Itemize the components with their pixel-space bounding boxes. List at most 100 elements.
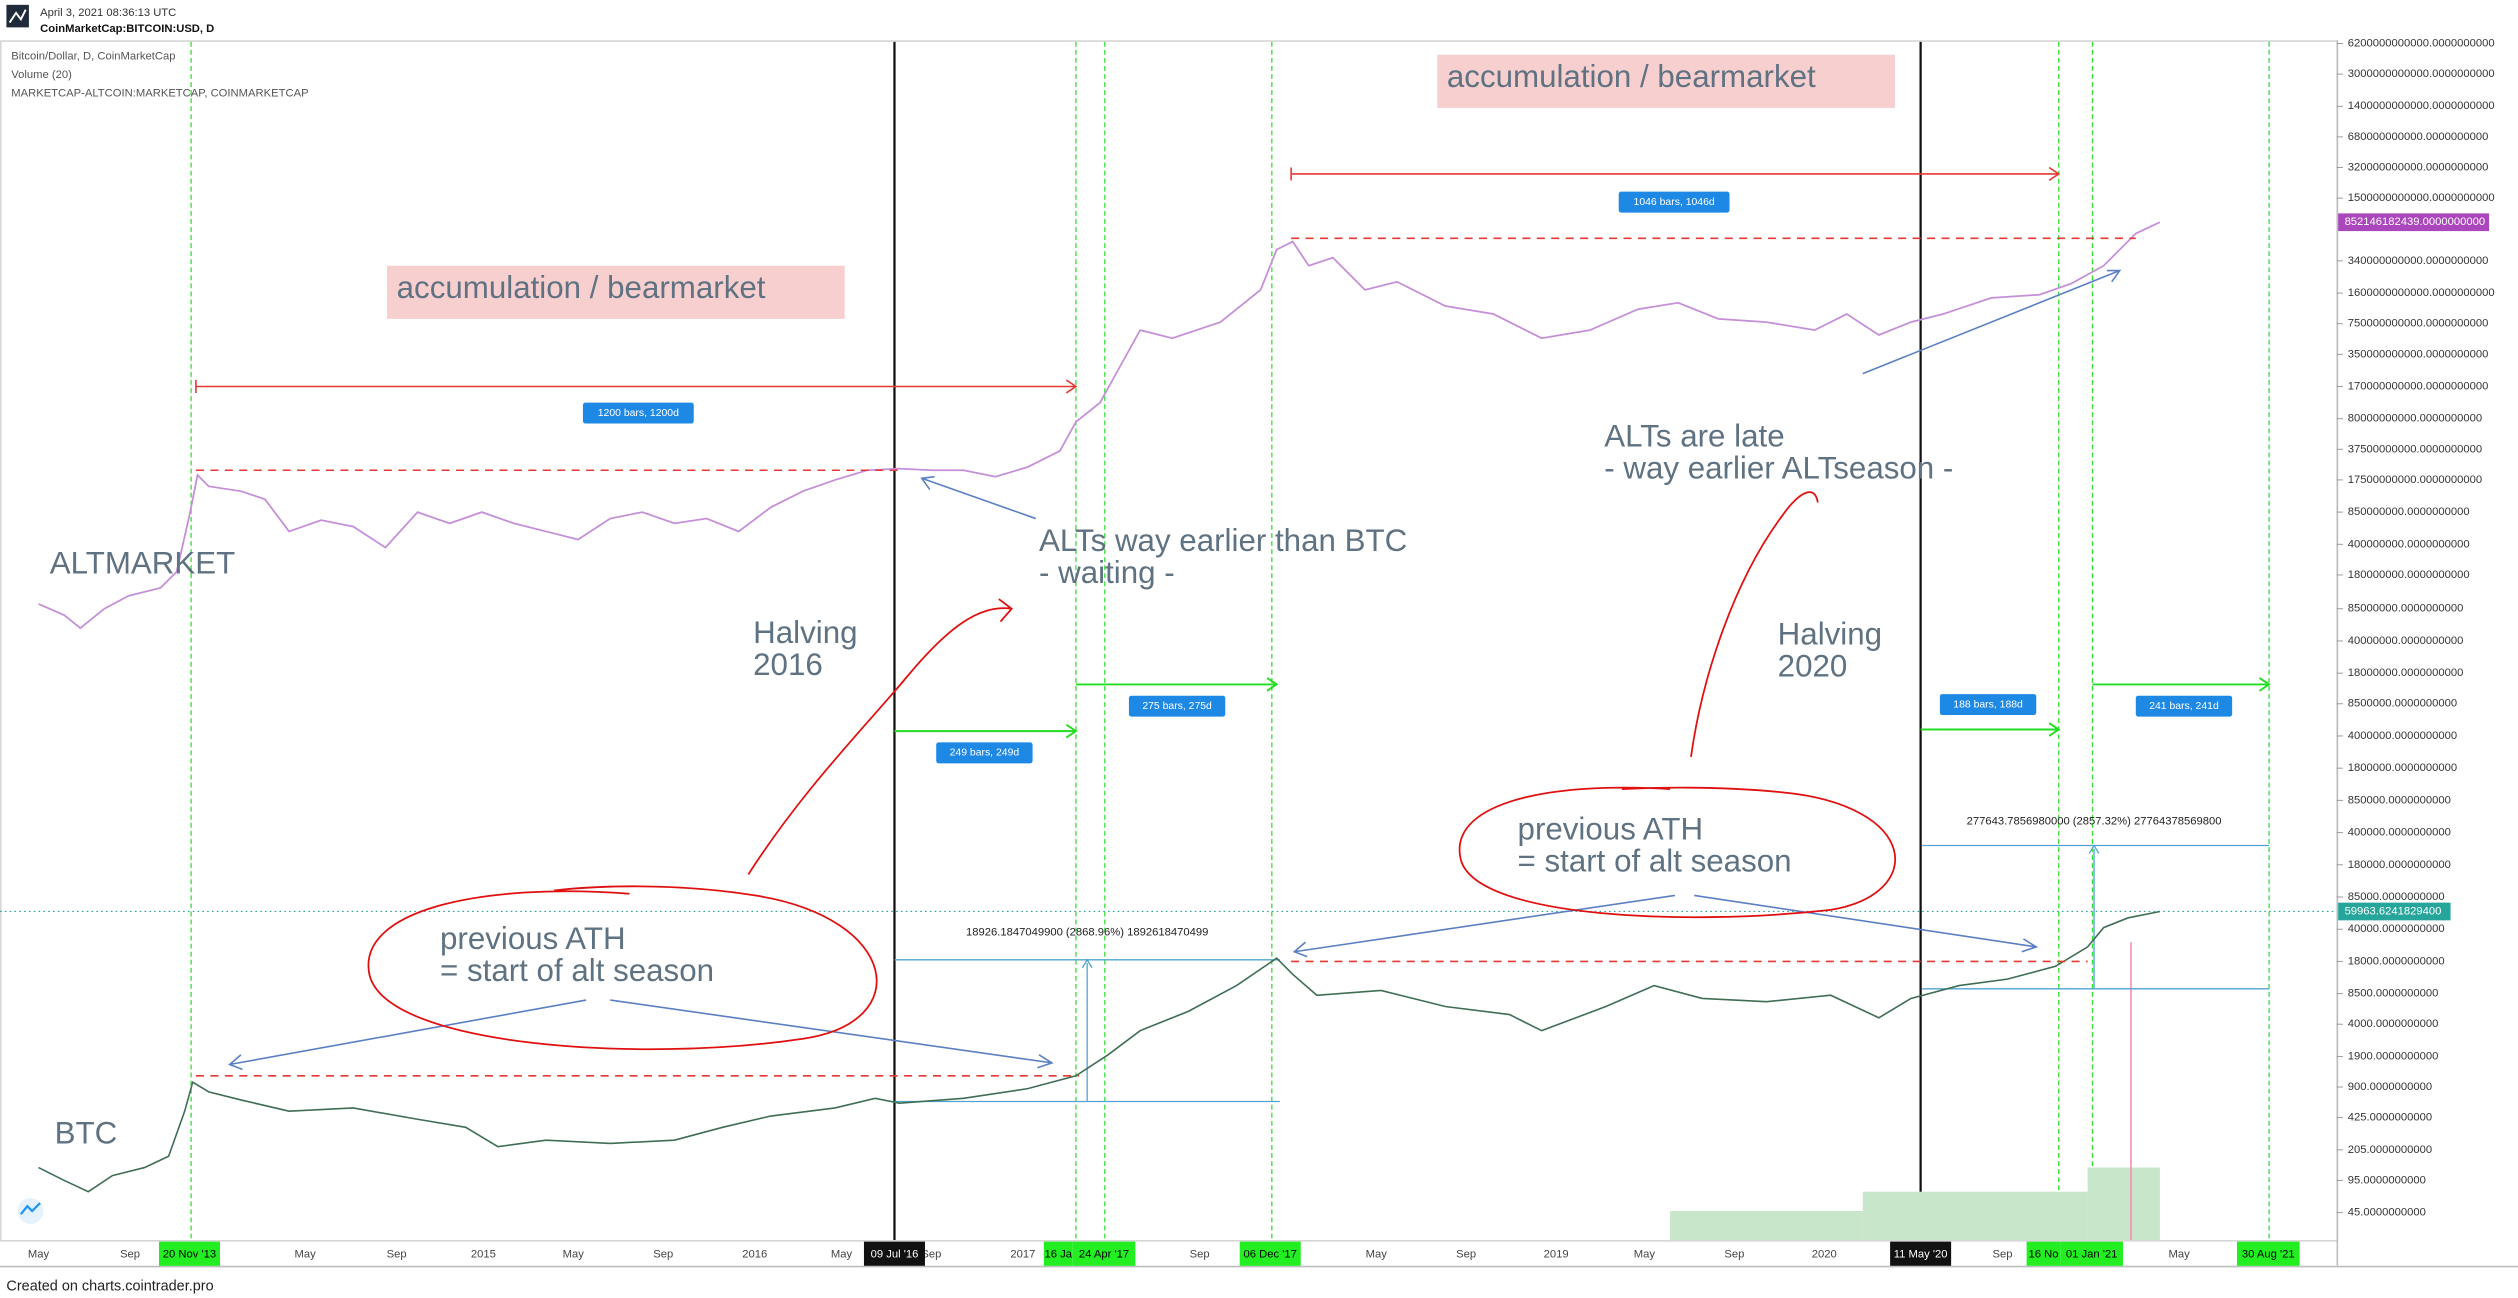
range-badge [2135, 695, 2233, 717]
time-axis-label: May [2169, 1248, 2191, 1260]
range-arrow [2092, 677, 2271, 692]
price-axis-label: 1600000000000.0000000000 [2348, 287, 2495, 299]
price-axis-label: 850000000.0000000000 [2348, 506, 2470, 518]
date-badge [2026, 1241, 2061, 1266]
logo-mark [8, 9, 27, 24]
annotation: previous ATH [1518, 811, 1704, 846]
date-badge [1043, 1241, 1073, 1266]
time-axis-label: 2017 [1010, 1248, 1035, 1260]
date-badge [158, 1241, 221, 1266]
time-axis-label: May [563, 1248, 585, 1260]
date-badge-label: 16 No [2028, 1248, 2058, 1260]
annotation: Halving [753, 615, 857, 650]
pointer-arrow [228, 999, 587, 1071]
price-axis-label: 180000000.0000000000 [2348, 569, 2470, 581]
btc-line [38, 910, 2161, 1193]
range-badge [1128, 695, 1226, 717]
footer: Created on charts.cointrader.pro [6, 1279, 213, 1295]
price-axis-label: 850000.0000000000 [2348, 794, 2451, 806]
price-axis-label: 17500000000.0000000000 [2348, 474, 2482, 486]
time-axis-label: Sep [1724, 1248, 1744, 1260]
header-symbol: CoinMarketCap:BITCOIN:USD, D [40, 23, 214, 35]
range-badge [1939, 694, 2037, 716]
price-axis-label: 1800000.0000000000 [2348, 762, 2457, 774]
date-badge-label: 01 Jan '21 [2066, 1248, 2118, 1260]
date-badge-label: 30 Aug '21 [2242, 1248, 2295, 1260]
date-badge-label: 24 Apr '17 [1079, 1248, 1129, 1260]
measure-arrow [2088, 844, 2100, 854]
annotation: accumulation / bearmarket [397, 270, 766, 305]
annotation: BTC [55, 1116, 118, 1151]
time-axis-label: Sep [653, 1248, 673, 1260]
range-badge [582, 402, 694, 424]
pointer-arrow [1862, 269, 2122, 375]
time-axis-label: Sep [1456, 1248, 1476, 1260]
date-badge-label: 11 May '20 [1894, 1248, 1948, 1260]
time-axis-label: 2020 [1812, 1248, 1837, 1260]
price-axis-label: 400000.0000000000 [2348, 827, 2451, 839]
range-badge-label: 188 bars, 188d [1953, 699, 2023, 710]
price-marker-box [2338, 902, 2451, 921]
annotation: = start of alt season [440, 953, 714, 988]
pointer-arrows [228, 269, 2122, 1071]
date-badge [863, 1241, 925, 1266]
price-axis-label: 4000000.0000000000 [2348, 730, 2457, 742]
price-axis-label: 85000.0000000000 [2348, 891, 2445, 903]
pointer-arrow [920, 475, 1037, 520]
time-axis-label: 2016 [742, 1248, 767, 1260]
range-badge [1618, 191, 1730, 213]
range-arrow [1075, 677, 1279, 692]
date-badge [1890, 1241, 1952, 1266]
price-axis-label: 3000000000000.0000000000 [2348, 68, 2495, 80]
freehand-arrow [1690, 491, 1819, 758]
annotation: 2020 [1778, 649, 1848, 684]
price-axis-label: 40000.0000000000 [2348, 923, 2445, 935]
annotation: previous ATH [440, 921, 626, 956]
price-axis-label: 80000000000.0000000000 [2348, 413, 2482, 425]
price-axis-label: 95.0000000000 [2348, 1174, 2426, 1186]
date-badge [1239, 1241, 1301, 1266]
annotation: 2016 [753, 647, 823, 682]
range-arrow [894, 723, 1078, 739]
dynamic-layer: Bitcoin/Dollar, D, CoinMarketCap Volume (… [6, 37, 2494, 1294]
ath-lines [195, 237, 2136, 1077]
price-axis-label: 170000000000.0000000000 [2348, 380, 2489, 392]
date-badge [2236, 1241, 2300, 1266]
event-lines [190, 41, 2270, 1241]
price-axis-label: 8500.0000000000 [2348, 988, 2439, 1000]
time-axis-label: May [294, 1248, 316, 1260]
annotation: ALTMARKET [50, 546, 236, 581]
time-axis-label: 2019 [1544, 1248, 1569, 1260]
freehand [367, 491, 1897, 1051]
price-axis-label: 1400000000000.0000000000 [2348, 100, 2495, 112]
date-badge [1072, 1241, 1136, 1266]
price-axis-label: 37500000000.0000000000 [2348, 443, 2482, 455]
price-axis-label: 85000000.0000000000 [2348, 603, 2464, 615]
range-arrow [1920, 722, 2061, 737]
annotation: = start of alt season [1518, 843, 1792, 878]
price-axis-label: 8500000.0000000000 [2348, 698, 2457, 710]
range-arrows-green [894, 677, 2271, 739]
header-date: April 3, 2021 08:36:13 UTC [40, 7, 176, 19]
time-axis-label: 2015 [471, 1248, 496, 1260]
range-badge-label: 275 bars, 275d [1142, 701, 1212, 712]
date-badge [2060, 1241, 2123, 1266]
volume-area [1862, 1191, 2088, 1241]
annotation: ALTs are late [1604, 418, 1784, 453]
annotation: - waiting - [1039, 555, 1175, 590]
freehand-arrow [747, 598, 1013, 875]
price-axis-label: 40000000.0000000000 [2348, 635, 2464, 647]
range-arrow [1290, 166, 2061, 182]
price-axis-label: 750000000000.0000000000 [2348, 318, 2489, 330]
annotation-box [1437, 54, 1895, 108]
price-axis-label: 18000.0000000000 [2348, 955, 2445, 967]
price-axis-label: 350000000000.0000000000 [2348, 348, 2489, 360]
price-axis-label: 400000000.0000000000 [2348, 538, 2470, 550]
altcap-line [38, 221, 2161, 630]
time-axis-label: Sep [1190, 1248, 1210, 1260]
price-axis-label: 1900.0000000000 [2348, 1050, 2439, 1062]
legend-entry: Bitcoin/Dollar, D, CoinMarketCap [11, 50, 175, 62]
price-axis-label: 320000000000.0000000000 [2348, 161, 2489, 173]
